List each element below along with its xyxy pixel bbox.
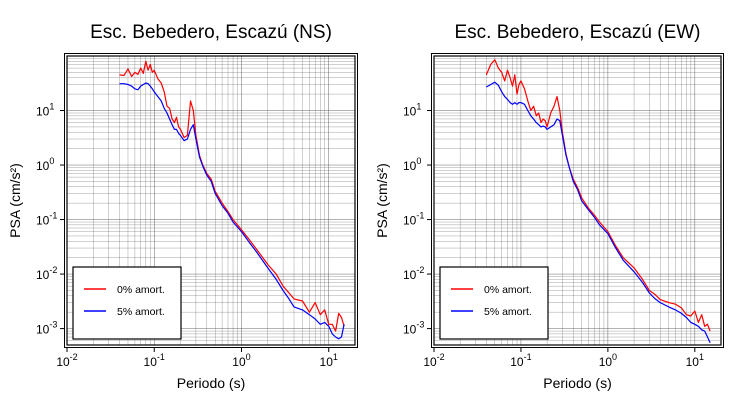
x-axis-label: Periodo (s) [543,375,611,391]
series-line-undamped [119,60,345,332]
y-axis-label: PSA (cm/s²) [7,163,23,238]
legend-label: 5% amort. [484,306,532,318]
chart-panel-ew: 10-2 10-1 100 101 10-3 10-2 10-1 100 101 Esc. Beb… [374,22,724,391]
y-tick-label: 10-1 [36,211,57,228]
y-tick-label: 101 [36,102,54,119]
y-tick-label: 10-2 [36,265,57,282]
y-tick-label: 101 [403,102,421,119]
series-line-damped [486,81,711,343]
x-tick-label: 10-2 [56,352,77,369]
y-axis-label: PSA (cm/s²) [374,163,390,238]
y-tick-label: 10-1 [403,211,424,228]
legend-box [72,266,182,340]
legend-label: 5% amort. [117,306,165,318]
y-tick-label: 10-3 [36,320,57,337]
chart-panel-ns: 10-2 10-1 100 101 10-3 10-2 10-1 100 101 Esc. Beb… [7,22,358,391]
chart-title: Esc. Bebedero, Escazú (NS) [90,22,332,43]
plot-frame [433,55,722,346]
x-tick-label: 10-1 [144,352,165,369]
plot-frame [66,55,356,346]
plot-frame-outer [64,53,358,348]
x-tick-label: 101 [686,352,704,369]
x-tick-label: 101 [320,352,338,369]
plot-frame-outer [431,53,724,348]
x-tick-label: 100 [232,352,250,369]
x-tick-label: 100 [599,352,617,369]
legend-label: 0% amort. [484,284,532,296]
y-tick-label: 100 [36,156,54,173]
y-tick-label: 10-3 [403,320,424,337]
x-axis-label: Periodo (s) [177,375,245,391]
chart-title: Esc. Bebedero, Escazú (EW) [454,22,700,43]
y-tick-label: 100 [403,156,421,173]
x-tick-label: 10-2 [423,352,444,369]
series-line-damped [119,82,345,340]
legend-box [439,266,549,340]
legend-label: 0% amort. [117,284,165,296]
x-tick-label: 10-1 [510,352,531,369]
y-tick-label: 10-2 [403,265,424,282]
